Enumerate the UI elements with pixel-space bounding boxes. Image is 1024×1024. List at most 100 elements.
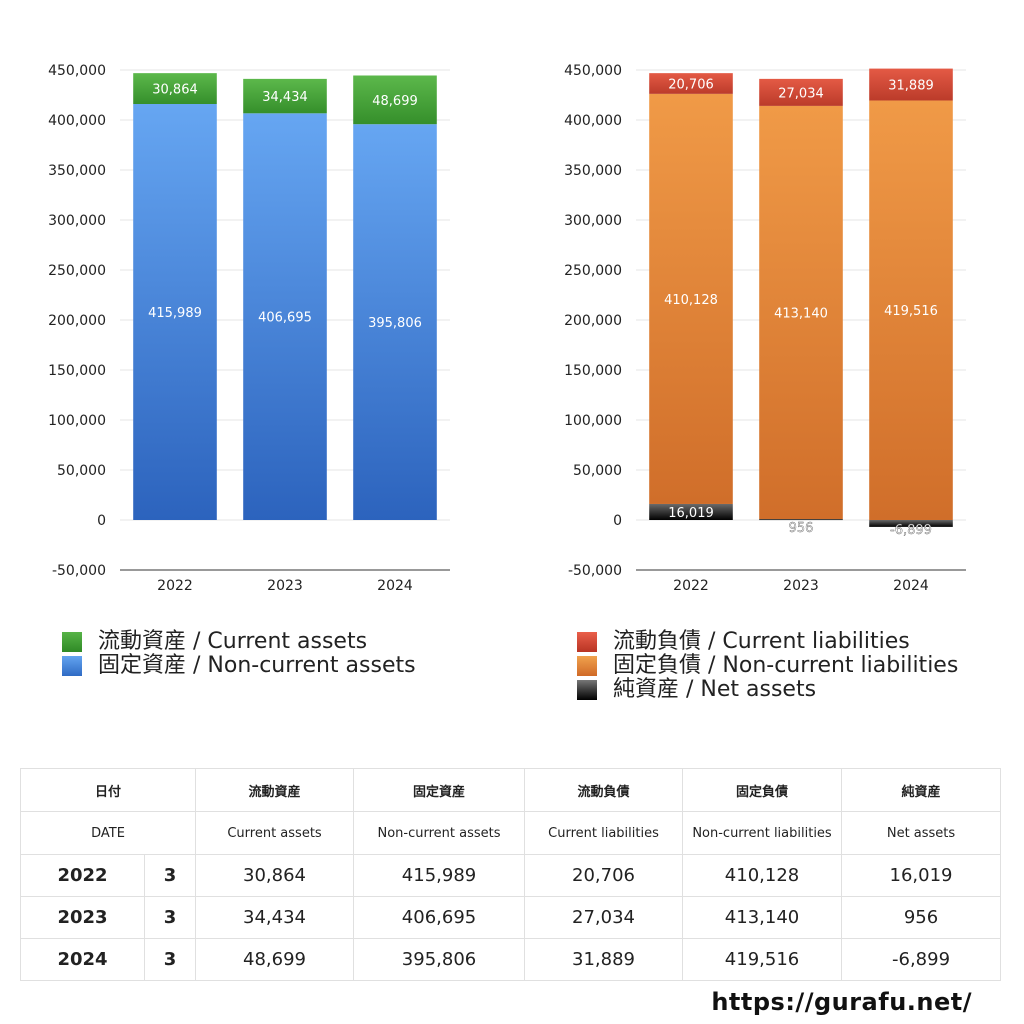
y-tick-label: 150,000	[48, 363, 106, 379]
bar-non-current-assets-2023	[243, 113, 327, 521]
assets-chart: 450,000 400,000 350,000 300,000 250,000 200,0…	[48, 63, 966, 594]
table-row: 2022 3 30,864 415,989 20,706 410,128 16,…	[20, 854, 1002, 897]
y-tick-label: 50,000	[57, 463, 106, 479]
legend-swatch	[62, 656, 82, 676]
header-non-current-assets-en: Non-current assets	[353, 811, 526, 855]
header-non-current-liabilities-en: Non-current liabilities	[682, 811, 843, 855]
cell-net-assets: 16,019	[841, 854, 1002, 897]
liabilities-plot: 450,000 400,000 350,000 300,000 250,000 200,0…	[564, 63, 966, 594]
x-tick-label: 2023	[783, 578, 819, 594]
data-label-non-current-assets: 406,695	[258, 311, 312, 326]
y-tick-label: 0	[613, 513, 622, 529]
legend-label: 固定資産 / Non-current assets	[98, 653, 416, 678]
data-label-current-assets: 30,864	[152, 83, 198, 98]
y-tick-label: 100,000	[564, 413, 622, 429]
y-tick-label: 0	[97, 513, 106, 529]
cell-non-current-liabilities: 410,128	[682, 854, 843, 897]
y-tick-label: 350,000	[564, 163, 622, 179]
cell-year: 2022	[20, 854, 145, 897]
cell-non-current-liabilities: 419,516	[682, 938, 843, 981]
data-label-net-assets: -6,899	[890, 523, 932, 538]
header-net-assets: 純資産	[841, 768, 1002, 812]
table-row: 2024 3 48,699 395,806 31,889 419,516 -6,…	[20, 938, 1002, 981]
data-label-non-current-assets: 415,989	[148, 306, 202, 321]
cell-non-current-assets: 415,989	[353, 854, 526, 897]
data-label-current-assets: 34,434	[262, 90, 308, 105]
assets-legend: 流動資産 / Current assets 固定資産 / Non-current…	[62, 630, 416, 678]
y-tick-label: 250,000	[48, 263, 106, 279]
bar-current-assets-2022	[133, 73, 217, 105]
y-tick-label: 100,000	[48, 413, 106, 429]
header-date: 日付	[19, 768, 197, 812]
bar-net-assets-2022	[649, 503, 733, 520]
bar-non-current-liabilities-2024	[869, 100, 953, 520]
y-tick-label: 450,000	[48, 63, 106, 79]
bar-non-current-assets-2022	[133, 104, 217, 521]
legend-label: 流動負債 / Current liabilities	[613, 629, 910, 654]
x-tick-label: 2022	[157, 578, 193, 594]
bar-net-assets-2023	[759, 519, 843, 521]
y-tick-label: 300,000	[564, 213, 622, 229]
bar-current-liabilities-2023	[759, 78, 843, 106]
cell-year: 2024	[20, 938, 145, 981]
y-tick-label: 350,000	[48, 163, 106, 179]
y-tick-label: 200,000	[48, 313, 106, 329]
bar-net-assets-2024	[869, 520, 953, 527]
legend-item-non-current-liabilities: 固定負債 / Non-current liabilities	[577, 654, 958, 678]
assets-plot: 450,000 400,000 350,000 300,000 250,000 200,0…	[48, 63, 450, 594]
data-label-current-liabilities: 31,889	[888, 79, 934, 94]
liabilities-legend: 流動負債 / Current liabilities 固定負債 / Non-cu…	[577, 630, 958, 702]
header-current-liabilities: 流動負債	[524, 768, 684, 812]
table-header-row: 日付 流動資産 固定資産 流動負債 固定負債 純資産	[19, 768, 1002, 812]
legend-label: 流動資産 / Current assets	[98, 629, 368, 654]
table-row: 2023 3 34,434 406,695 27,034 413,140 956	[20, 896, 1002, 939]
data-label-non-current-assets: 395,806	[368, 316, 422, 331]
header-current-assets: 流動資産	[195, 768, 355, 812]
y-tick-label: 450,000	[564, 63, 622, 79]
y-tick-label: 400,000	[48, 113, 106, 129]
header-net-assets-en: Net assets	[841, 811, 1002, 855]
data-label-current-liabilities: 20,706	[668, 78, 714, 93]
legend-item-non-current-assets: 固定資産 / Non-current assets	[62, 654, 416, 678]
balance-sheet-table: 日付 流動資産 固定資産 流動負債 固定負債 純資産 DATE Current …	[19, 768, 1002, 981]
bar-current-liabilities-2022	[649, 73, 733, 94]
bar-non-current-liabilities-2022	[649, 93, 733, 504]
legend-swatch	[577, 680, 597, 700]
site-url[interactable]: https://gurafu.net/	[711, 988, 972, 1016]
y-tick-label: 250,000	[564, 263, 622, 279]
x-tick-label: 2024	[377, 578, 413, 594]
header-non-current-assets: 固定資産	[353, 768, 526, 812]
y-tick-label: 150,000	[564, 363, 622, 379]
y-tick-label: 200,000	[564, 313, 622, 329]
data-label-current-liabilities: 27,034	[778, 86, 824, 101]
data-label-non-current-liabilities: 413,140	[774, 306, 828, 321]
bar-current-liabilities-2024	[869, 68, 953, 101]
cell-current-liabilities: 27,034	[524, 896, 684, 939]
x-tick-label: 2023	[267, 578, 303, 594]
cell-non-current-assets: 395,806	[353, 938, 526, 981]
cell-month: 3	[143, 854, 197, 897]
table-header-row-en: DATE Current assets Non-current assets C…	[19, 811, 1002, 855]
bar-non-current-assets-2024	[353, 124, 437, 520]
cell-current-liabilities: 20,706	[524, 854, 684, 897]
header-non-current-liabilities: 固定負債	[682, 768, 843, 812]
bar-non-current-liabilities-2023	[759, 105, 843, 520]
cell-current-liabilities: 31,889	[524, 938, 684, 981]
data-label-net-assets: 16,019	[668, 506, 714, 521]
legend-item-current-liabilities: 流動負債 / Current liabilities	[577, 630, 958, 654]
cell-non-current-liabilities: 413,140	[682, 896, 843, 939]
cell-net-assets: -6,899	[841, 938, 1002, 981]
legend-swatch	[577, 656, 597, 676]
cell-net-assets: 956	[841, 896, 1002, 939]
cell-month: 3	[143, 896, 197, 939]
data-label-net-assets: 956	[789, 521, 814, 536]
legend-item-current-assets: 流動資産 / Current assets	[62, 630, 416, 654]
x-tick-label: 2022	[673, 578, 709, 594]
x-tick-label: 2024	[893, 578, 929, 594]
cell-year: 2023	[20, 896, 145, 939]
cell-current-assets: 30,864	[195, 854, 355, 897]
legend-swatch	[577, 632, 597, 652]
bar-current-assets-2023	[243, 78, 327, 114]
bar-current-assets-2024	[353, 75, 437, 125]
y-tick-label: 300,000	[48, 213, 106, 229]
